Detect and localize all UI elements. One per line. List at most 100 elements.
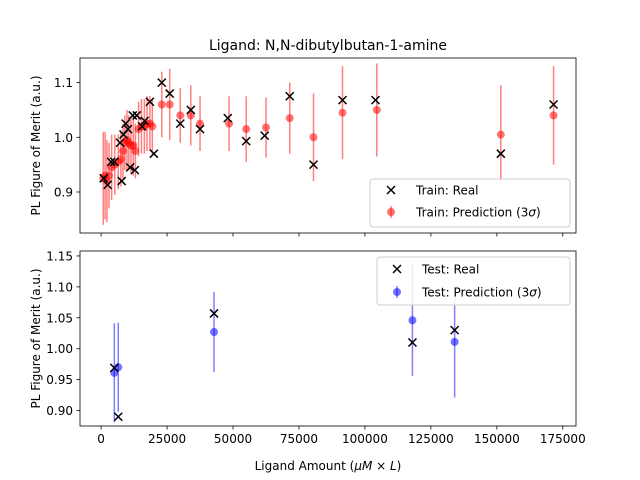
test-prediction-point: [210, 328, 219, 337]
train-prediction-point: [309, 133, 318, 142]
train-axes-frame: [79, 57, 577, 234]
train-real-point: [130, 165, 140, 175]
test-y-axis-label: PL Figure of Merit (a.u.): [29, 268, 43, 408]
train-real-point: [175, 119, 185, 129]
test-legend-real-marker: [392, 264, 402, 274]
test-x-tick-label: 75000: [280, 432, 318, 446]
test-legend: Test: Real Test: Prediction (3σ): [376, 256, 571, 306]
test-real-point: [113, 412, 123, 422]
train-prediction-point: [338, 108, 347, 117]
train-legend-real-marker: [386, 185, 396, 195]
test-legend-box: [376, 256, 571, 306]
train-real-point: [123, 124, 133, 134]
train-legend-box: [369, 178, 571, 228]
train-real-point: [106, 157, 116, 167]
train-prediction-point: [131, 146, 140, 155]
train-panel: 0.9 1.0 1.1 PL Figure of Merit (a.u.) Trai…: [29, 57, 577, 237]
train-prediction-point: [105, 171, 114, 180]
test-real-point: [450, 325, 460, 335]
test-x-tick-label: 100000: [342, 432, 388, 446]
x-axis-label: Ligand Amount (μM × L): [255, 459, 402, 473]
test-x-tick-label: 150000: [474, 432, 520, 446]
train-real-point: [157, 78, 167, 88]
test-legend-pred-marker: [393, 286, 401, 298]
train-prediction-point: [242, 125, 251, 134]
train-prediction-point: [372, 105, 381, 114]
train-real-point: [128, 110, 138, 120]
train-legend-real-label: Train: Real: [415, 184, 479, 198]
train-y-tick-label: 1.0: [54, 131, 73, 145]
train-plot-area: [99, 63, 559, 225]
test-y-ticks: 0.90 0.95 1.00 1.05 1.10 1.15: [46, 249, 80, 418]
train-real-point: [121, 119, 131, 129]
train-real-point: [99, 173, 109, 183]
test-y-tick-label: 0.90: [46, 404, 73, 418]
train-prediction-point: [148, 122, 157, 131]
train-real-point: [195, 124, 205, 134]
train-real-point: [223, 113, 233, 123]
train-real-point: [549, 99, 559, 110]
test-x-tick-label: 50000: [214, 432, 252, 446]
train-real-point: [370, 95, 381, 105]
train-real-point: [125, 162, 135, 172]
train-y-axis-label: PL Figure of Merit (a.u.): [29, 75, 43, 215]
train-real-point: [140, 116, 150, 126]
train-prediction-point: [157, 100, 166, 109]
train-y-ticks: 0.9 1.0 1.1: [54, 76, 80, 199]
train-prediction-point: [196, 119, 205, 128]
train-real-point: [308, 160, 319, 170]
test-x-tick-label: 0: [97, 432, 105, 446]
train-prediction-point: [119, 146, 128, 155]
test-x-tick-label: 25000: [148, 432, 186, 446]
train-real-point: [103, 180, 113, 190]
train-real-point: [145, 97, 155, 107]
train-prediction-point: [116, 155, 125, 164]
test-panel: 0.90 0.95 1.00 1.05 1.10 1.15 0 25000 50000 7500…: [29, 249, 586, 446]
test-y-tick-label: 1.15: [46, 249, 73, 263]
train-prediction-point: [165, 100, 174, 109]
train-prediction-point: [225, 119, 234, 128]
test-real-point: [109, 363, 119, 373]
train-real-point: [109, 157, 119, 167]
train-real-point: [285, 91, 295, 101]
test-prediction-point: [450, 337, 459, 346]
test-x-tick-label: 125000: [408, 432, 454, 446]
train-real-point: [117, 176, 127, 186]
test-x-ticks: 0 25000 50000 75000 100000 125000 150000 175000: [97, 426, 586, 446]
train-y-tick-label: 1.1: [54, 76, 73, 90]
train-y-tick-label: 0.9: [54, 185, 73, 199]
train-prediction-point: [176, 111, 185, 120]
test-real-point: [407, 337, 417, 348]
train-real-point: [496, 149, 506, 159]
train-prediction-point: [285, 114, 294, 123]
train-legend-pred-label: Train: Prediction (3σ): [415, 206, 541, 220]
train-real-point: [260, 131, 270, 141]
train-x-ticks: [100, 233, 564, 237]
train-prediction-point: [262, 123, 270, 132]
train-real-point: [137, 121, 147, 131]
test-legend-real-label: Test: Real: [421, 263, 479, 277]
test-y-tick-label: 1.10: [46, 280, 73, 294]
train-prediction-point: [496, 130, 505, 139]
test-y-tick-label: 0.95: [46, 373, 73, 387]
train-prediction-point: [549, 111, 558, 120]
train-real-point: [132, 110, 142, 120]
test-y-tick-label: 1.00: [46, 342, 73, 356]
train-real-point: [149, 149, 159, 159]
test-axes-frame: [79, 250, 577, 427]
test-x-tick-label: 175000: [540, 432, 586, 446]
train-real-point: [337, 95, 348, 105]
train-legend: Train: Real Train: Prediction (3σ): [369, 178, 571, 228]
test-legend-pred-label: Test: Prediction (3σ): [421, 286, 542, 300]
test-prediction-point: [408, 316, 417, 325]
train-prediction-point: [186, 111, 195, 120]
test-y-tick-label: 1.05: [46, 311, 73, 325]
train-real-point: [115, 138, 125, 148]
train-legend-pred-marker: [387, 206, 395, 218]
train-real-point: [186, 105, 196, 115]
test-real-point: [209, 308, 219, 318]
figure-title: Ligand: N,N-dibutylbutan-1-amine: [209, 38, 447, 54]
train-real-point: [165, 89, 175, 99]
